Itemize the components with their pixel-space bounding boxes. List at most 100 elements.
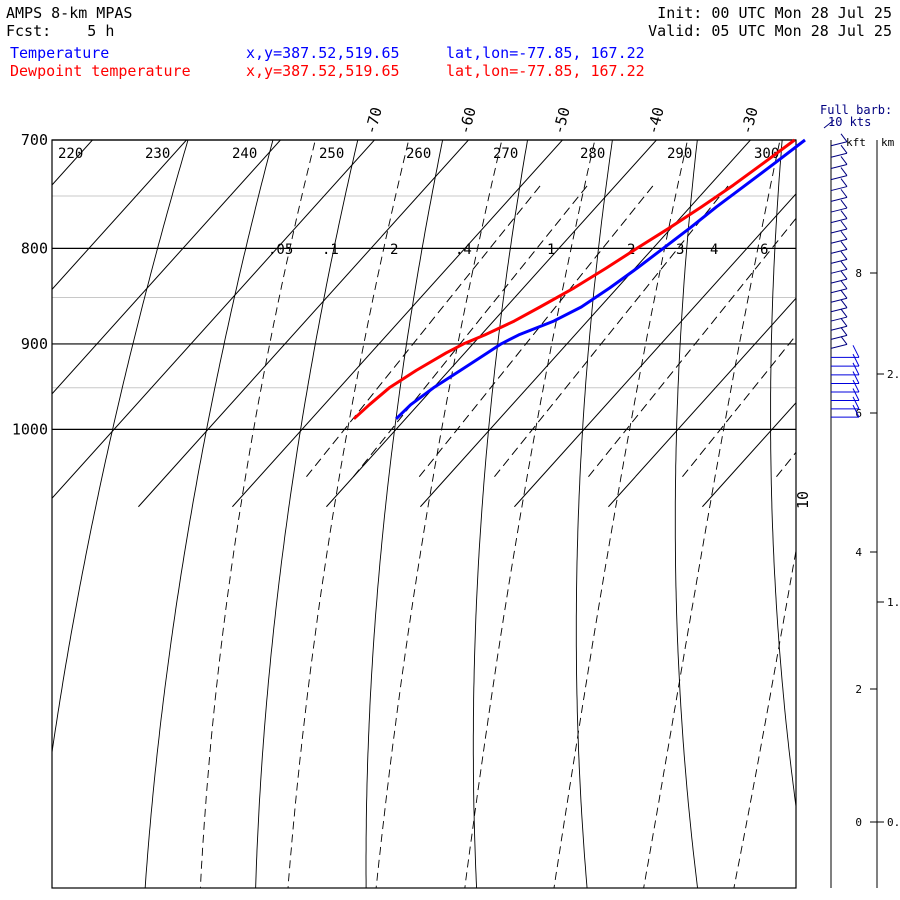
wind-barb xyxy=(830,343,848,349)
wind-barb xyxy=(830,307,848,313)
kft-tick-label: 2 xyxy=(855,683,862,696)
wind-barb-flag xyxy=(852,371,860,384)
forecast-hour: Fcst: 5 h xyxy=(6,22,115,40)
moist-adiabat xyxy=(553,140,688,888)
dry-adiabat xyxy=(575,140,613,888)
temperature-tick-group: -70 xyxy=(361,105,385,136)
isotherm-10-label-group: 10 xyxy=(794,491,812,509)
wind-barb-flag xyxy=(840,308,848,318)
temperature-tick-label: -60 xyxy=(455,105,479,136)
theta-label: 280 xyxy=(580,146,605,162)
temperature-tick-group: -40 xyxy=(643,105,667,136)
wind-barb-flag xyxy=(840,210,848,219)
wind-barb-flag xyxy=(840,178,848,187)
wind-barb-flag xyxy=(852,396,860,410)
legend-temperature-latlon: lat,lon=-77.85, 167.22 xyxy=(446,44,645,62)
mixing-ratio-label: 2 xyxy=(390,242,398,258)
mixing-ratio-label: 4 xyxy=(710,242,718,258)
mixing-ratio-line xyxy=(306,184,542,477)
wind-barb-flag xyxy=(840,336,848,345)
dry-adiabat xyxy=(255,140,359,888)
wind-barb-flag xyxy=(852,345,860,358)
legend-dewpoint-xy: x,y=387.52,519.65 xyxy=(246,62,400,80)
dry-adiabat xyxy=(674,140,699,888)
wind-barb-flag xyxy=(840,270,848,280)
temperature-tick-label: -50 xyxy=(549,105,573,136)
mixing-ratio-label: 1 xyxy=(547,242,555,258)
mixing-ratio-label: 6 xyxy=(760,242,768,258)
wind-barb xyxy=(830,228,848,234)
mixing-ratio-label: .05 xyxy=(268,242,293,258)
isotherm-line xyxy=(702,401,796,508)
mixing-ratio-label: 2 xyxy=(627,242,635,258)
mixing-ratio-line xyxy=(494,184,730,477)
theta-label: 300 xyxy=(754,146,779,162)
dry-adiabat xyxy=(770,140,796,810)
isotherm-line xyxy=(514,193,796,508)
model-title: AMPS 8-km MPAS xyxy=(6,4,133,22)
isotherm-line xyxy=(608,297,796,508)
temperature-tick-label: -70 xyxy=(361,105,385,136)
isotherm-line xyxy=(420,140,752,508)
wind-barb-flag xyxy=(840,261,848,270)
wind-barb-flag xyxy=(840,317,848,327)
km-tick-label: 1. xyxy=(887,596,900,609)
plot-frame xyxy=(51,139,797,889)
plot-area xyxy=(52,67,900,898)
mixing-ratio-line xyxy=(418,184,654,477)
kft-tick-label: 4 xyxy=(855,546,862,559)
legend-dewpoint-label: Dewpoint temperature xyxy=(10,62,191,80)
km-tick-label: 0. xyxy=(887,816,900,829)
theta-label: 270 xyxy=(493,146,518,162)
barb-legend: Full barb:10 kts xyxy=(820,103,892,129)
wind-barb-flag xyxy=(840,189,848,198)
dry-adiabat xyxy=(472,140,528,888)
wind-barb xyxy=(830,196,848,202)
theta-label: 250 xyxy=(319,146,344,162)
wind-barb xyxy=(830,268,848,274)
mixing-ratio-line xyxy=(842,185,900,477)
wind-barb xyxy=(830,141,848,147)
temperature-tick-group: -30 xyxy=(737,105,761,136)
moist-adiabat xyxy=(287,140,410,888)
wind-barb-flag xyxy=(840,241,848,250)
wind-barb-flag xyxy=(840,289,848,299)
kft-tick-label: 6 xyxy=(855,407,862,420)
wind-barb-flag xyxy=(840,199,848,209)
temperature-tick-group: -50 xyxy=(549,105,573,136)
kft-tick-label: 0 xyxy=(855,816,862,829)
wind-barb xyxy=(830,218,848,224)
theta-label: 260 xyxy=(406,146,431,162)
moist-adiabat xyxy=(822,130,900,898)
pressure-label-900: 900 xyxy=(21,335,48,353)
kft-label: kft xyxy=(846,136,866,149)
theta-label: 220 xyxy=(58,146,83,162)
legend-dewpoint-latlon: lat,lon=-77.85, 167.22 xyxy=(446,62,645,80)
isotherm-line xyxy=(232,140,564,508)
km-label: km xyxy=(881,136,895,149)
wind-barb xyxy=(830,175,848,181)
temperature-tick-group: -60 xyxy=(455,105,479,136)
wind-barb-flag xyxy=(840,220,848,230)
wind-barb-flag xyxy=(852,404,860,418)
wind-barb xyxy=(830,186,848,192)
moist-adiabat xyxy=(733,548,796,888)
moist-adiabat xyxy=(199,140,316,888)
dry-adiabat xyxy=(862,130,900,898)
wind-barb xyxy=(830,316,848,322)
mixing-ratio-line xyxy=(353,184,589,477)
barb-legend-line1: Full barb: xyxy=(820,103,892,117)
wind-barb xyxy=(830,334,848,340)
isotherm-line xyxy=(138,140,470,508)
isotherm-line xyxy=(326,140,658,508)
wind-barb-flag xyxy=(852,362,860,376)
theta-label: 240 xyxy=(232,146,257,162)
valid-time: Valid: 05 UTC Mon 28 Jul 25 xyxy=(648,22,892,40)
km-tick-label: 2. xyxy=(887,368,900,381)
isotherm-line xyxy=(890,67,900,506)
theta-label: 290 xyxy=(667,146,692,162)
dry-adiabat xyxy=(365,140,444,888)
temperature-profile xyxy=(395,138,806,420)
wind-barb xyxy=(830,248,848,254)
